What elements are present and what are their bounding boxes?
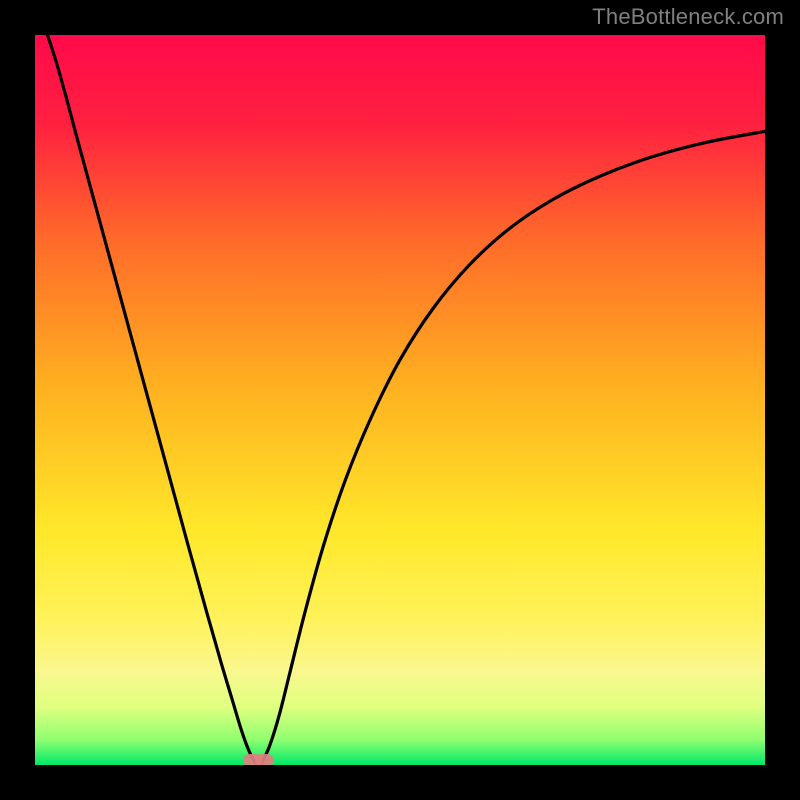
watermark-text: TheBottleneck.com [592, 4, 784, 30]
curve-svg [35, 35, 765, 765]
chart-frame: TheBottleneck.com [0, 0, 800, 800]
gradient-background [35, 35, 765, 765]
plot-area [35, 35, 765, 765]
